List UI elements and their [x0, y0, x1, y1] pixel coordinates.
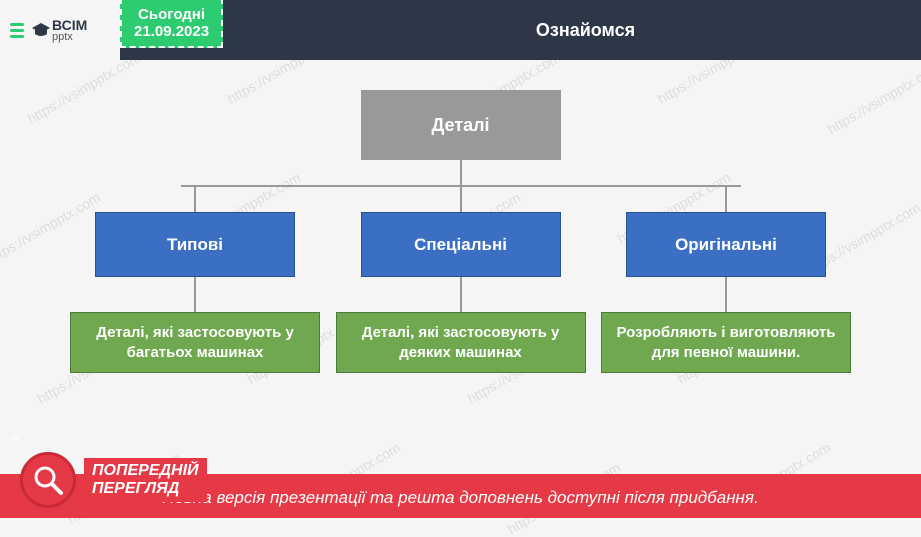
footer-text: Повна версія презентації та решта доповн… [162, 488, 758, 507]
description-node: Розробляють і виготовляють для певної ма… [601, 312, 851, 373]
children-row: Типові Деталі, які застосовують у багать… [40, 187, 881, 373]
preview-badge: ПОПЕРЕДНІЙ ПЕРЕГЛЯД [20, 452, 207, 508]
description-node: Деталі, які застосовують у багатьох маши… [70, 312, 320, 373]
logo-text: ВСІМ pptx [52, 18, 87, 43]
connector-vertical [725, 277, 727, 312]
child-column-2: Оригінальні Розробляють і виготовляють д… [601, 187, 851, 373]
date-badge: Сьогодні 21.09.2023 [120, 0, 223, 48]
logo-brand-top: ВСІМ [52, 18, 87, 32]
preview-line2: ПЕРЕГЛЯД [92, 480, 199, 498]
preview-line1: ПОПЕРЕДНІЙ [92, 462, 199, 480]
date-badge-line2: 21.09.2023 [134, 23, 209, 40]
description-node: Деталі, які застосовують у деяких машина… [336, 312, 586, 373]
logo: ВСІМ pptx [0, 0, 120, 60]
connector-vertical [460, 187, 462, 212]
category-node: Оригінальні [626, 212, 826, 277]
preview-text: ПОПЕРЕДНІЙ ПЕРЕГЛЯД [84, 458, 207, 501]
tree-diagram: Деталі Типові Деталі, які застосовують у… [0, 60, 921, 373]
logo-brand-bottom: pptx [52, 32, 87, 43]
category-node: Спеціальні [361, 212, 561, 277]
connector-vertical [460, 277, 462, 312]
connector-vertical [194, 187, 196, 212]
graduation-cap-icon [30, 21, 52, 39]
child-column-0: Типові Деталі, які застосовують у багать… [70, 187, 320, 373]
category-node: Типові [95, 212, 295, 277]
header-bar: ВСІМ pptx Сьогодні 21.09.2023 Ознайомся [0, 0, 921, 60]
child-column-1: Спеціальні Деталі, які застосовують у де… [336, 187, 586, 373]
page-indicator: п [12, 431, 19, 446]
connector-vertical [725, 187, 727, 212]
page-title: Ознайомся [120, 20, 921, 41]
root-node: Деталі [361, 90, 561, 160]
logo-lines-icon [10, 23, 24, 38]
date-badge-line1: Сьогодні [134, 6, 209, 23]
magnifier-icon [20, 452, 76, 508]
connector-vertical [194, 277, 196, 312]
connector-vertical [460, 160, 462, 185]
